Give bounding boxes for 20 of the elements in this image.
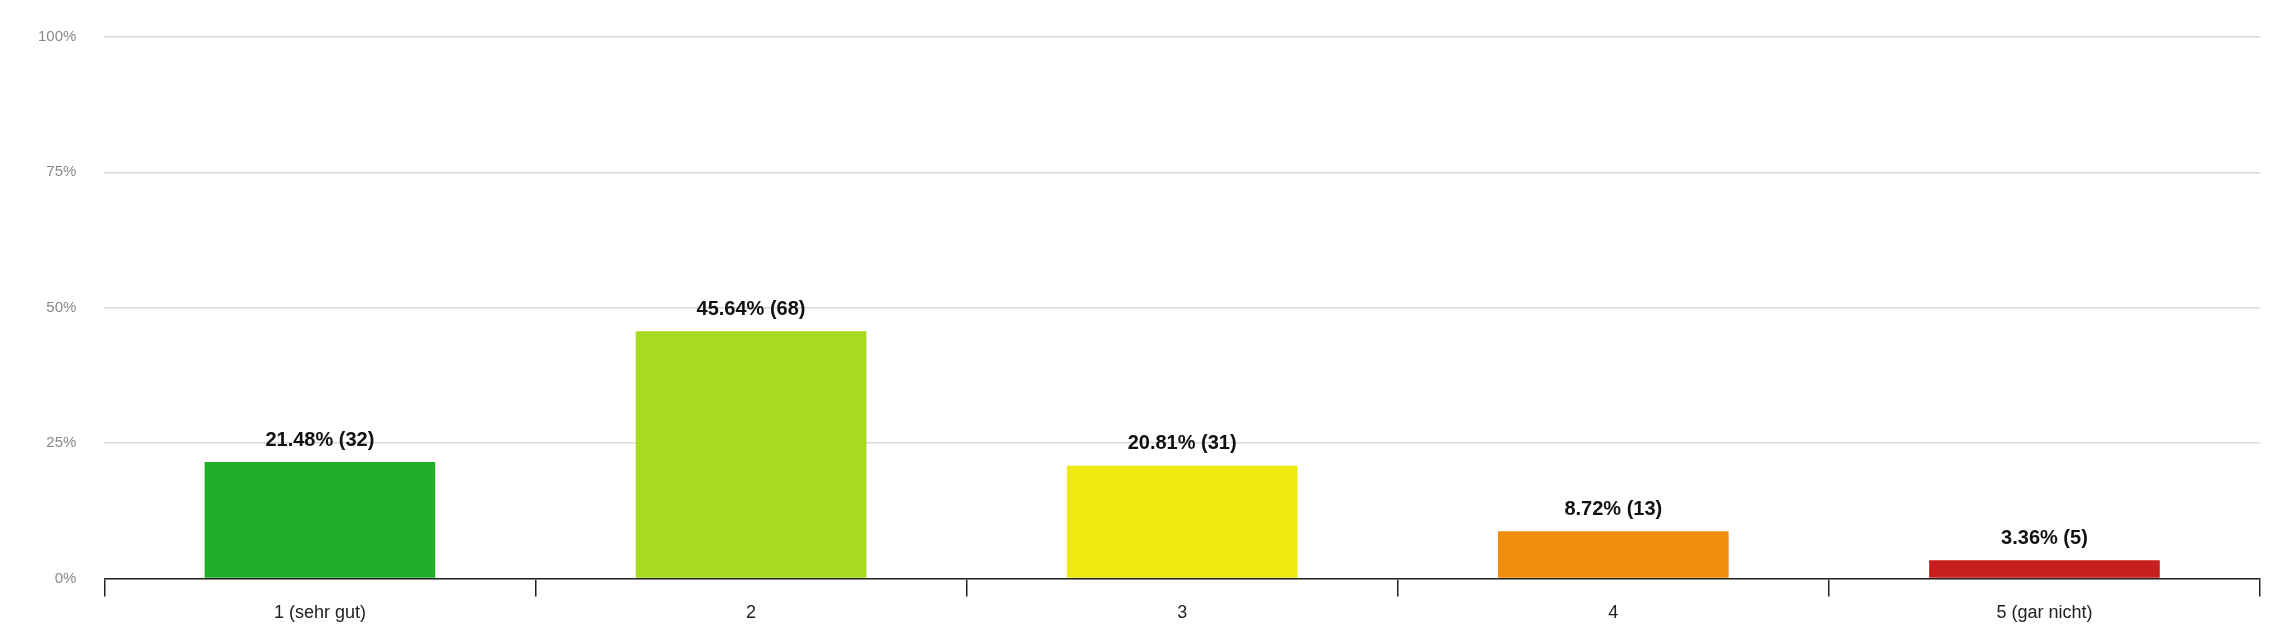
data-label: 45.64% (68) (696, 296, 806, 319)
x-tick-label: 4 (1608, 602, 1619, 623)
bar (204, 462, 436, 578)
bar (635, 331, 867, 578)
y-tick-label: 0% (54, 568, 77, 586)
y-tick-label: 25% (46, 433, 77, 451)
y-tick-label: 100% (37, 27, 77, 45)
bar (1929, 560, 2160, 578)
bar (1497, 531, 1729, 578)
y-tick-label: 75% (46, 162, 77, 180)
x-tick-label: 1 (sehr gut) (273, 602, 366, 623)
x-tick-label: 5 (gar nicht) (1996, 602, 2093, 623)
data-label: 3.36% (5) (2001, 525, 2088, 548)
data-label: 8.72% (13) (1564, 496, 1663, 519)
x-tick-label: 3 (1177, 602, 1188, 623)
y-tick-label: 50% (46, 297, 77, 315)
data-label: 20.81% (31) (1127, 431, 1237, 454)
x-tick-label: 2 (746, 602, 757, 623)
data-label: 21.48% (32) (265, 427, 375, 450)
bar (1066, 465, 1298, 578)
